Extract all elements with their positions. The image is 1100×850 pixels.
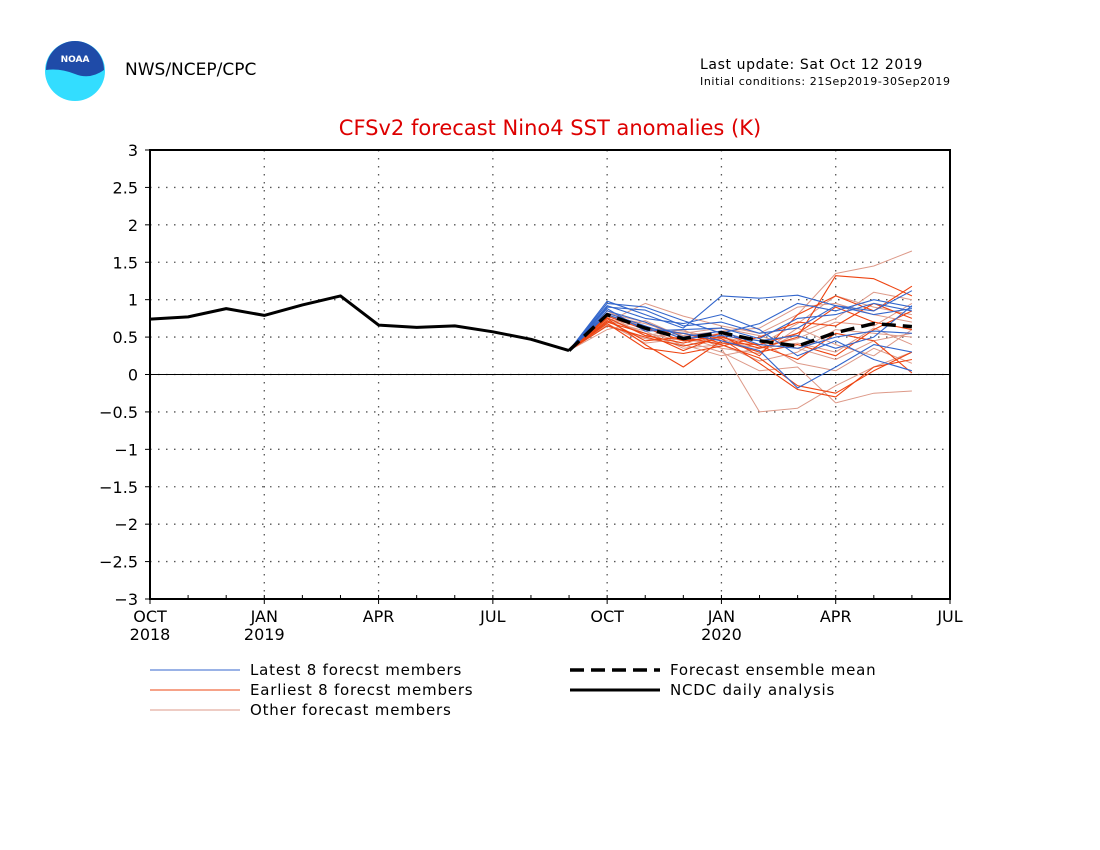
legend: Latest 8 forecst members Earliest 8 forec…: [150, 661, 876, 719]
x-tick-label: APR: [363, 607, 395, 626]
y-tick-label: 3: [128, 141, 138, 160]
y-tick-label: 0: [128, 366, 138, 385]
y-tick-label: −1.5: [99, 478, 138, 497]
legend-label-analysis: NCDC daily analysis: [670, 681, 835, 699]
y-tick-label: −2.5: [99, 553, 138, 572]
y-tick-label: −1: [114, 440, 138, 459]
latest-member-line: [568, 299, 913, 351]
y-axis-ticks: 3 2.5 2 1.5 1 0.5 0 −0.5 −1 −1.5 −2 −2.5 −3: [99, 141, 150, 609]
ensemble-mean-series: [567, 312, 913, 352]
chart-title: CFSv2 forecast Nino4 SST anomalies (K): [339, 116, 761, 140]
legend-label-latest: Latest 8 forecst members: [250, 661, 462, 679]
y-tick-label: 2: [128, 216, 138, 235]
noaa-logo: NOAA: [45, 41, 105, 101]
org-name: NWS/NCEP/CPC: [125, 60, 257, 80]
latest-member-line: [568, 305, 913, 372]
analysis-series: [149, 294, 570, 353]
y-tick-label: 0.5: [113, 328, 138, 347]
y-tick-label: 1: [128, 291, 138, 310]
y-tick-label: −0.5: [99, 403, 138, 422]
legend-label-other: Other forecast members: [250, 701, 452, 719]
other-member-line: [568, 317, 912, 404]
x-tick-label: JUL: [479, 607, 505, 626]
other-members-series: [568, 250, 913, 413]
other-member-line: [568, 320, 913, 413]
legend-label-mean: Forecast ensemble mean: [670, 661, 876, 679]
analysis-line: [149, 294, 570, 353]
grid-lines: [150, 150, 950, 599]
plot-frame: [149, 149, 951, 600]
y-tick-label: −2: [114, 515, 138, 534]
x-tick-year-label: 2018: [130, 625, 171, 644]
y-tick-label: 2.5: [113, 178, 138, 197]
x-tick-label: OCT: [590, 607, 624, 626]
x-tick-label: OCT: [133, 607, 167, 626]
last-update: Last update: Sat Oct 12 2019: [700, 57, 923, 73]
earliest-member-line: [568, 302, 913, 355]
other-member-line: [568, 320, 912, 362]
x-tick-year-label: 2019: [244, 625, 285, 644]
other-member-line: [568, 325, 913, 357]
y-tick-label: −3: [114, 590, 138, 609]
latest-member-line: [568, 290, 913, 351]
ensemble-mean-line: [567, 312, 913, 352]
initial-conditions: Initial conditions: 21Sep2019-30Sep2019: [700, 75, 951, 88]
earliest-member-line: [568, 320, 913, 394]
y-tick-label: 1.5: [113, 253, 138, 272]
x-tick-label: JAN: [250, 607, 278, 626]
x-tick-label: APR: [820, 607, 852, 626]
x-tick-label: JUL: [936, 607, 962, 626]
x-tick-label: JAN: [707, 607, 735, 626]
legend-label-earliest: Earliest 8 forecst members: [250, 681, 473, 699]
logo-text: NOAA: [61, 55, 90, 65]
latest-member-line: [568, 305, 912, 351]
earliest-member-line: [568, 317, 913, 374]
x-tick-year-label: 2020: [701, 625, 742, 644]
